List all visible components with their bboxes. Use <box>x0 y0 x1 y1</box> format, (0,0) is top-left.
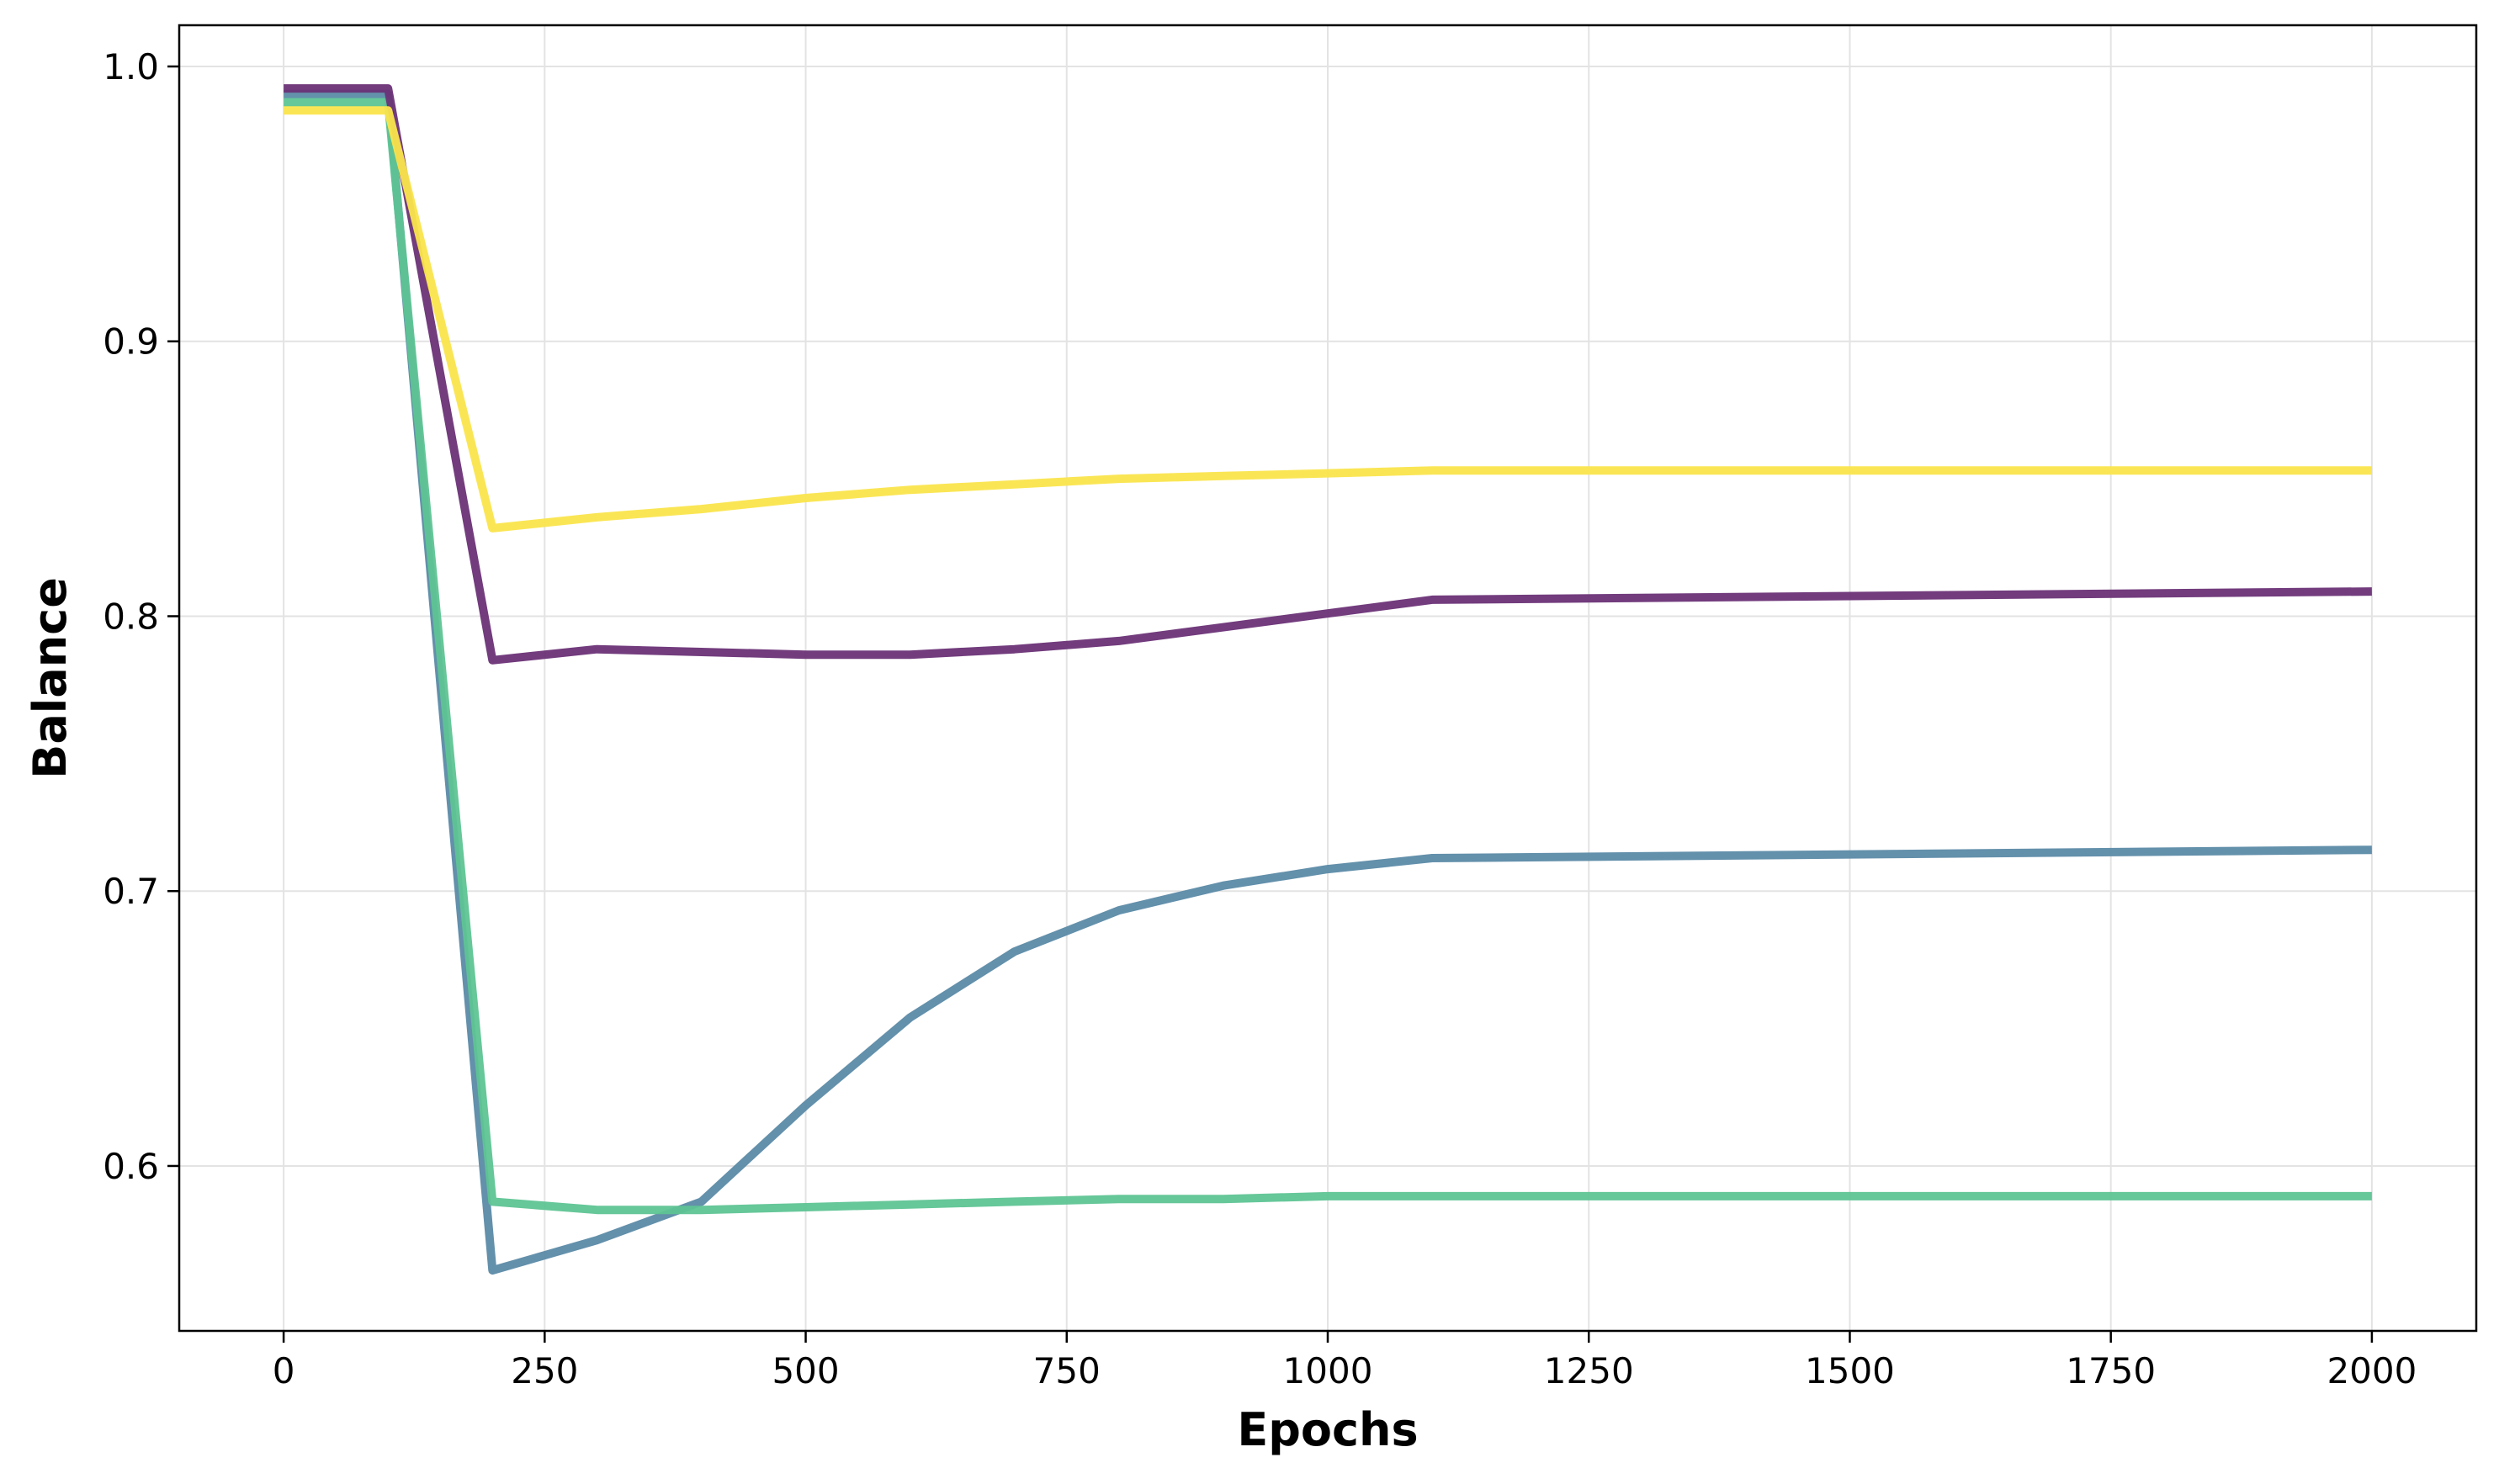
series-line-4 <box>284 106 2372 533</box>
x-tick-label: 250 <box>511 1350 578 1391</box>
series-lines <box>284 84 2372 1275</box>
y-tick-label: 0.7 <box>103 871 159 912</box>
x-tick-label: 750 <box>1033 1350 1101 1391</box>
y-axis-title: Balance <box>24 577 77 779</box>
y-tick-label: 0.6 <box>103 1146 159 1187</box>
grid-lines <box>179 25 2476 1331</box>
y-tick-label: 0.8 <box>103 596 159 637</box>
x-axis-title: Epochs <box>1237 1403 1418 1456</box>
y-tick-label: 1.0 <box>103 46 159 87</box>
x-tick-label: 1250 <box>1544 1350 1634 1391</box>
x-tick-label: 1750 <box>2066 1350 2156 1391</box>
series-line-1 <box>284 89 2372 1275</box>
axis-ticks: 0 250 500 750 1000 1250 1500 1750 2000 0.6 0.7 0.8 0… <box>103 46 2417 1391</box>
x-tick-label: 500 <box>772 1350 839 1391</box>
x-tick-label: 0 <box>273 1350 295 1391</box>
x-tick-label: 1000 <box>1283 1350 1373 1391</box>
x-tick-label: 2000 <box>2327 1350 2417 1391</box>
x-tick-label: 1500 <box>1805 1350 1895 1391</box>
series-line-2 <box>284 98 2372 1215</box>
y-tick-label: 0.9 <box>103 321 159 363</box>
series-line-3 <box>284 84 2372 665</box>
